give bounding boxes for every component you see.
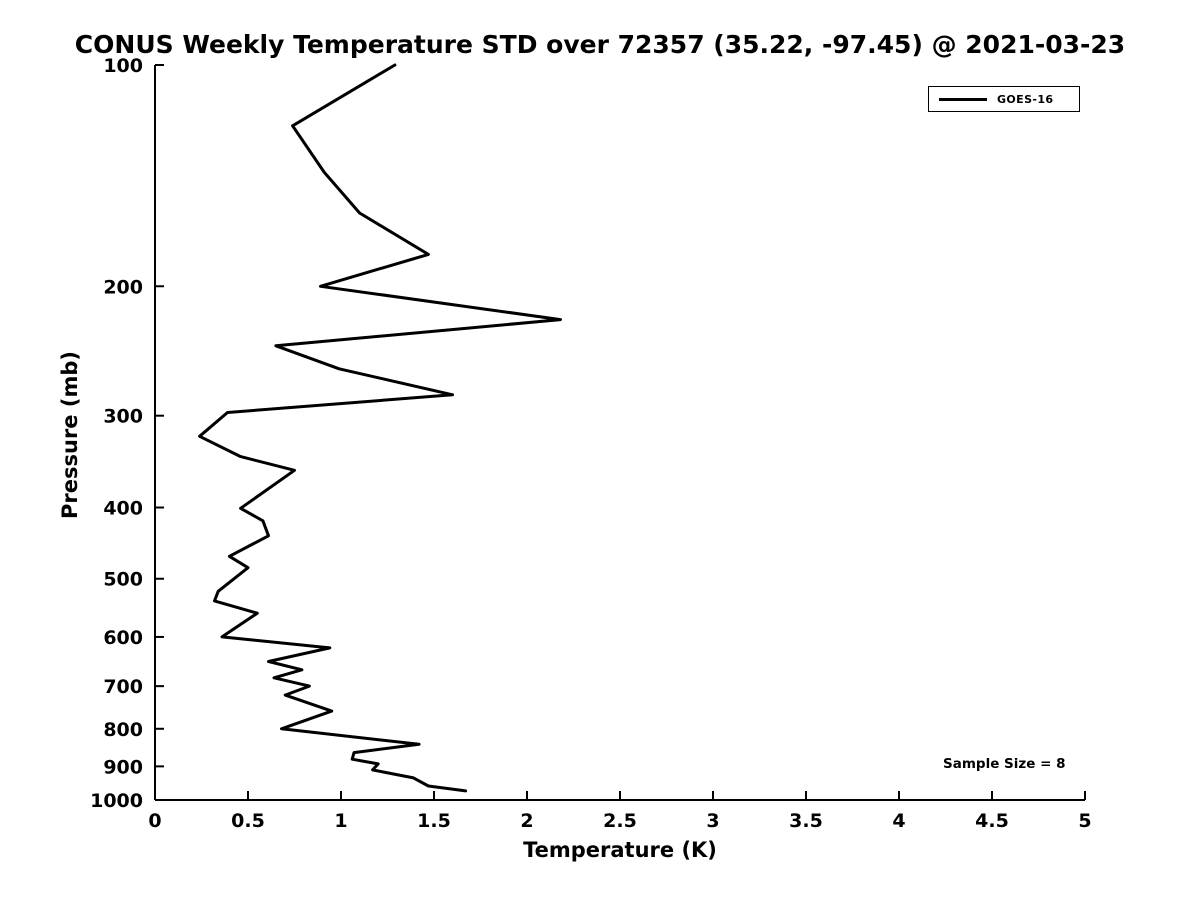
- x-tick-label: 3.5: [789, 810, 823, 832]
- y-tick-label: 600: [103, 627, 143, 649]
- y-tick-label: 900: [103, 756, 143, 778]
- y-tick-label: 1000: [90, 790, 143, 812]
- y-tick-label: 200: [103, 276, 143, 298]
- x-tick-label: 5: [1078, 810, 1091, 832]
- legend: GOES-16: [928, 86, 1080, 112]
- x-tick-label: 3: [706, 810, 719, 832]
- y-tick-label: 400: [103, 498, 143, 520]
- x-tick-label: 0.5: [231, 810, 265, 832]
- sample-size-annotation: Sample Size = 8: [943, 756, 1066, 772]
- y-tick-label: 300: [103, 406, 143, 428]
- x-tick-label: 4.5: [975, 810, 1009, 832]
- y-tick-label: 100: [103, 55, 143, 77]
- goes16-series-line: [198, 63, 562, 793]
- y-tick-label: 800: [103, 719, 143, 741]
- legend-entry-label: GOES-16: [997, 92, 1054, 106]
- chart-title: CONUS Weekly Temperature STD over 72357 …: [74, 30, 1126, 59]
- x-tick-label: 2.5: [603, 810, 637, 832]
- y-tick-label: 700: [103, 676, 143, 698]
- x-tick-label: 1: [334, 810, 347, 832]
- x-tick-label: 1.5: [417, 810, 451, 832]
- x-axis-label: Temperature (K): [523, 838, 717, 862]
- y-axis-label: Pressure (mb): [58, 351, 82, 519]
- y-tick-label: 500: [103, 569, 143, 591]
- x-tick-label: 4: [892, 810, 905, 832]
- x-tick-label: 0: [148, 810, 161, 832]
- legend-line-sample: [939, 97, 987, 101]
- x-tick-label: 2: [520, 810, 533, 832]
